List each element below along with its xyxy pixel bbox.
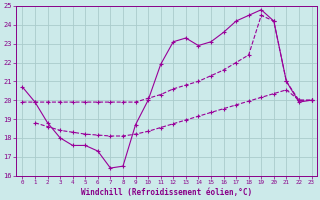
X-axis label: Windchill (Refroidissement éolien,°C): Windchill (Refroidissement éolien,°C) — [81, 188, 252, 197]
